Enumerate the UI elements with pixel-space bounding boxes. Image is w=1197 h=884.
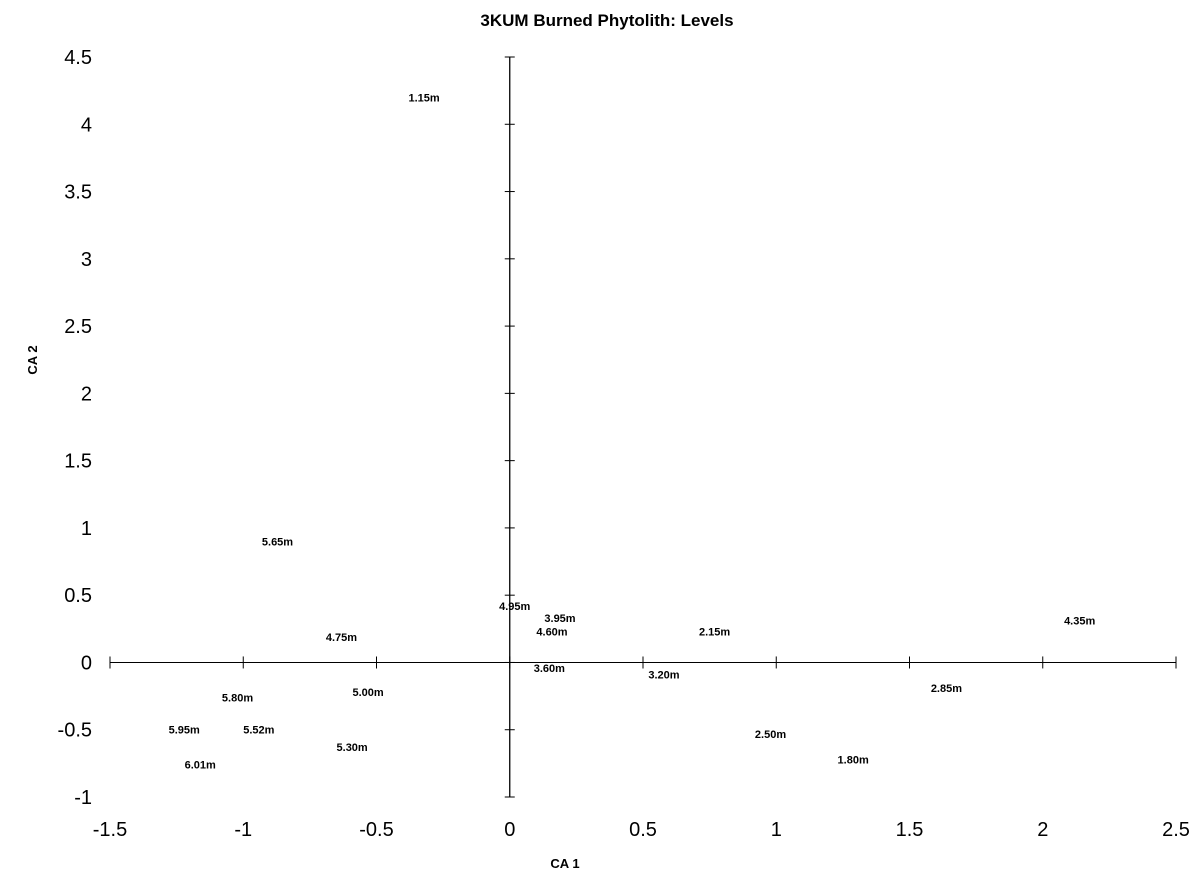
point-label: 1.80m [838, 754, 869, 766]
x-tick-label: 0 [504, 819, 515, 841]
point-label: 4.95m [499, 601, 530, 613]
point-label: 4.75m [326, 632, 357, 644]
x-axis-title: CA 1 [550, 856, 579, 871]
y-tick-label: -0.5 [58, 720, 92, 742]
axes [109, 56, 1177, 798]
tick-labels: -1.5 -1 -0.5 0 0.5 1 1.5 2 2.54.543.532.521.510.… [58, 47, 1190, 841]
y-tick-label: 0.5 [64, 585, 92, 607]
y-tick-label: 2.5 [64, 316, 92, 338]
y-tick-label: 2 [81, 383, 92, 405]
x-tick-label: -1 [234, 819, 252, 841]
point-label: 6.01m [185, 760, 216, 772]
x-tick-label: -0.5 [359, 819, 393, 841]
y-tick-label: 4.5 [64, 47, 92, 69]
point-label: 1.15m [408, 92, 439, 104]
x-tick-label: 2.5 [1162, 819, 1190, 841]
point-label: 5.30m [337, 742, 368, 754]
x-tick-label: 0.5 [629, 819, 657, 841]
x-tick-label: 1 [771, 819, 782, 841]
y-tick-label: 0 [81, 652, 92, 674]
y-tick-label: -1 [74, 787, 92, 809]
point-label: 5.00m [353, 687, 384, 699]
x-tick-label: 1.5 [896, 819, 924, 841]
x-tick-label: -1.5 [93, 819, 127, 841]
point-label: 4.35m [1064, 616, 1095, 628]
point-label: 3.95m [544, 613, 575, 625]
data-points: 1.15m 5.65m 4.95m 3.95m 4.60m 4.35m 2.15m 4.75m… [169, 92, 1096, 771]
y-axis-title: CA 2 [25, 345, 40, 374]
point-label: 5.52m [243, 725, 274, 737]
x-tick-label: 2 [1037, 819, 1048, 841]
point-label: 3.20m [648, 670, 679, 682]
point-label: 4.60m [536, 627, 567, 639]
y-tick-label: 4 [81, 114, 92, 136]
point-label: 5.65m [262, 536, 293, 548]
y-tick-label: 3 [81, 249, 92, 271]
point-label: 5.95m [169, 725, 200, 737]
point-label: 2.85m [931, 683, 962, 695]
y-tick-label: 1.5 [64, 451, 92, 473]
point-label: 2.15m [699, 627, 730, 639]
point-label: 5.80m [222, 692, 253, 704]
point-label: 2.50m [755, 729, 786, 741]
y-tick-label: 1 [81, 518, 92, 540]
y-tick-label: 3.5 [64, 182, 92, 204]
chart-title: 3KUM Burned Phytolith: Levels [480, 11, 733, 30]
point-label: 3.60m [534, 663, 565, 675]
